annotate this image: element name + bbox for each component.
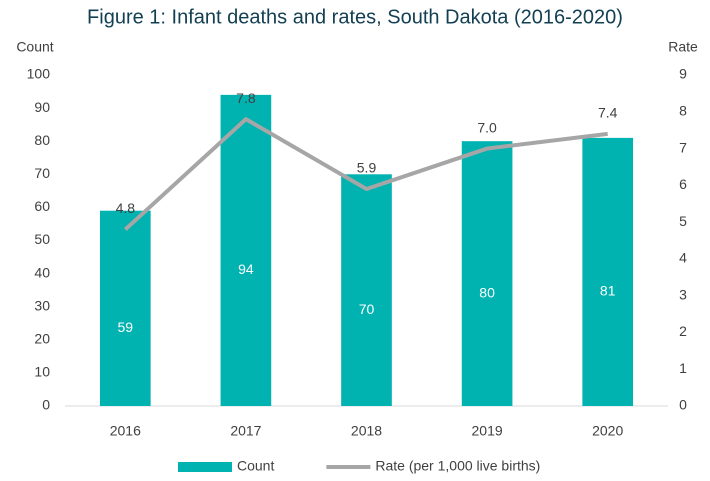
y2-tick-label: 2 bbox=[679, 323, 687, 339]
bar-value-label: 59 bbox=[118, 319, 134, 335]
y2-tick-label: 6 bbox=[679, 176, 687, 192]
y2-tick-label: 9 bbox=[679, 66, 687, 82]
line-value-label: 7.0 bbox=[477, 119, 497, 135]
rate-line bbox=[123, 117, 608, 231]
x-tick-label: 2016 bbox=[110, 423, 141, 439]
y2-tick-label: 5 bbox=[679, 213, 687, 229]
y2-tick-label: 3 bbox=[679, 286, 687, 302]
y2-axis-label: Rate bbox=[668, 39, 698, 55]
y2-tick-label: 1 bbox=[679, 360, 687, 376]
y-tick-label: 30 bbox=[34, 297, 50, 313]
line-value-label: 7.8 bbox=[236, 90, 256, 106]
bar bbox=[582, 137, 634, 406]
y-tick-label: 20 bbox=[34, 331, 50, 347]
y-tick-label: 70 bbox=[34, 165, 50, 181]
bar-value-label: 94 bbox=[238, 261, 254, 277]
y2-tick-label: 0 bbox=[679, 397, 687, 413]
y-tick-label: 10 bbox=[34, 364, 50, 380]
y-tick-label: 0 bbox=[42, 397, 50, 413]
line-value-label: 5.9 bbox=[357, 160, 377, 176]
chart-title: Figure 1: Infant deaths and rates, South… bbox=[87, 6, 623, 28]
bar-value-label: 70 bbox=[359, 301, 375, 317]
y-tick-label: 80 bbox=[34, 132, 50, 148]
y2-tick-label: 7 bbox=[679, 139, 687, 155]
y-tick-label: 50 bbox=[34, 231, 50, 247]
legend-label: Rate (per 1,000 live births) bbox=[375, 458, 540, 474]
y-tick-label: 60 bbox=[34, 198, 50, 214]
x-tick-label: 2017 bbox=[230, 423, 261, 439]
y2-tick-label: 8 bbox=[679, 102, 687, 118]
bar bbox=[99, 210, 151, 406]
bar bbox=[461, 141, 513, 406]
y-tick-label: 100 bbox=[27, 66, 51, 82]
x-tick-label: 2020 bbox=[592, 423, 623, 439]
legend-label: Count bbox=[237, 458, 274, 474]
legend-swatch bbox=[178, 462, 232, 472]
y-axis-label: Count bbox=[16, 39, 53, 55]
x-tick-label: 2019 bbox=[472, 423, 503, 439]
y-tick-label: 90 bbox=[34, 99, 50, 115]
y-tick-label: 40 bbox=[34, 264, 50, 280]
bar bbox=[341, 174, 392, 406]
x-tick-label: 2018 bbox=[351, 423, 382, 439]
line-value-label: 7.4 bbox=[598, 105, 618, 121]
y2-tick-label: 4 bbox=[679, 250, 687, 266]
bar-value-label: 80 bbox=[479, 284, 495, 300]
line-value-label: 4.8 bbox=[116, 200, 136, 216]
bar bbox=[220, 94, 272, 407]
bar-value-label: 81 bbox=[600, 283, 616, 299]
